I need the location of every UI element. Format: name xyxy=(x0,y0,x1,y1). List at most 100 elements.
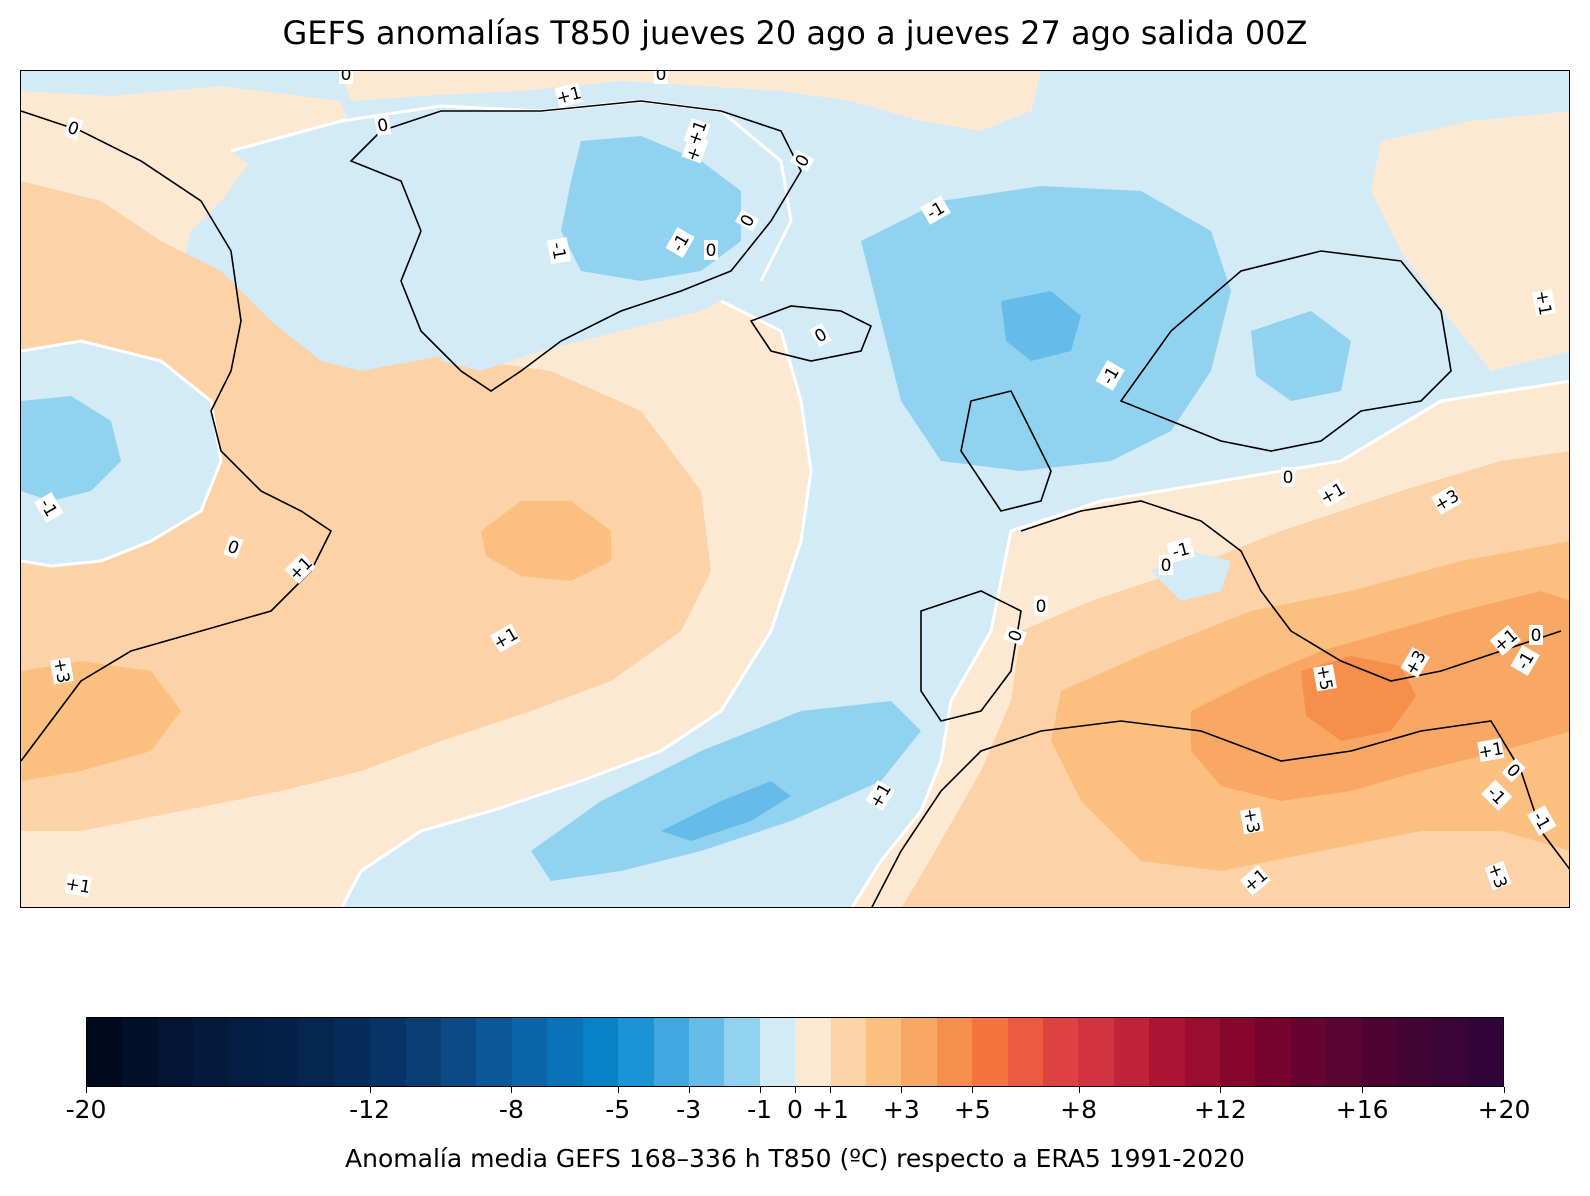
contour-label: +1 xyxy=(1477,738,1505,763)
contour-label-background xyxy=(374,113,392,137)
zero-contour-europe xyxy=(850,379,1569,907)
us-east-coast-anomaly xyxy=(21,661,181,781)
contour-label: 0 xyxy=(654,71,668,85)
colorbar-cell xyxy=(618,1018,654,1086)
greenland-anomaly-minus3 xyxy=(561,136,741,281)
colorbar-tick-mark xyxy=(688,1087,690,1093)
colorbar-tick-mark xyxy=(1362,1087,1364,1093)
contour-label: 0 xyxy=(1281,467,1295,488)
colorbar-cell xyxy=(582,1018,619,1086)
contour-label-background xyxy=(63,116,84,140)
colorbar-tick-label: +3 xyxy=(882,1095,920,1124)
colorbar-cell xyxy=(299,1018,335,1086)
colorbar-ticks: -20 -12 -8 -5 -3 -1 0 +1 +3 +5 +8 +12 +16 +20 xyxy=(66,1087,1530,1127)
contour-label: 0 xyxy=(223,535,244,559)
colorbar-cell xyxy=(87,1018,123,1086)
greenland-coastline xyxy=(349,100,802,392)
colorbar-cell xyxy=(936,1018,973,1086)
scandinavia-coastline xyxy=(1119,250,1452,452)
contour-label-background xyxy=(1532,289,1556,317)
contour-label: +1 xyxy=(1531,289,1556,317)
colorbar-tick-label: -8 xyxy=(498,1095,524,1124)
colorbar-tick-label: -1 xyxy=(747,1095,773,1124)
contour-label-background xyxy=(1313,664,1337,692)
contour-label-text: 0 xyxy=(1531,626,1542,646)
contour-label-background xyxy=(1166,537,1195,563)
colorbar-cell xyxy=(1432,1018,1468,1086)
colorbar-cell xyxy=(1042,1018,1079,1086)
contour-label-text: +1 xyxy=(1531,289,1555,317)
colorbar-tick-mark xyxy=(369,1087,371,1093)
colorbar-cell xyxy=(1467,1018,1504,1086)
contour-label-background xyxy=(1481,779,1513,811)
colorbar-cell xyxy=(1078,1018,1114,1086)
colorbar-cell xyxy=(901,1018,937,1086)
colorbar-cell xyxy=(830,1018,866,1086)
contour-label-background xyxy=(490,623,521,653)
contour-label-background xyxy=(34,492,64,523)
contour-label-background xyxy=(1239,864,1271,896)
colorbar-tick-label: -3 xyxy=(676,1095,702,1124)
colorbar xyxy=(86,1017,1504,1087)
contour-label-background xyxy=(284,552,316,584)
colorbar-cell xyxy=(795,1018,831,1086)
contour-label: 0 xyxy=(1529,625,1543,646)
north-sea-anomaly-minus5 xyxy=(1001,291,1081,361)
colorbar-cell xyxy=(228,1018,265,1086)
colorbar-tick-label: +1 xyxy=(812,1095,849,1124)
contour-label-text: 0 xyxy=(376,115,390,137)
europe-coastline xyxy=(1020,500,1562,682)
colorbar-tick-mark xyxy=(1504,1087,1505,1093)
colorbar-tick-mark xyxy=(795,1087,796,1093)
colorbar-cell xyxy=(193,1018,229,1086)
contour-label-background xyxy=(1003,625,1027,646)
contour-label: 0 xyxy=(339,71,353,85)
contour-label: 0 xyxy=(1034,596,1048,617)
canada-coastline xyxy=(21,110,333,762)
contour-label: -1 xyxy=(1166,537,1195,563)
colorbar-cell xyxy=(1361,1018,1398,1086)
colorbar-tick-mark xyxy=(830,1087,832,1093)
contour-label-background xyxy=(789,149,815,172)
colorbar-cell xyxy=(264,1018,300,1086)
contour-label-background xyxy=(1034,596,1048,616)
contour-label-background xyxy=(547,237,571,265)
colorbar-tick-mark xyxy=(86,1087,87,1093)
contour-label: 0 xyxy=(1159,555,1173,576)
colorbar-cell xyxy=(1220,1018,1256,1086)
colorbar-cell xyxy=(476,1018,512,1086)
colorbar-tick-label: -20 xyxy=(65,1095,107,1124)
contour-label-background xyxy=(50,657,74,685)
contour-label-background xyxy=(1527,805,1557,836)
contour-label-background xyxy=(665,227,695,258)
contour-label: 0 xyxy=(63,116,84,140)
map-title: GEFS anomalías T850 jueves 20 ago a juev… xyxy=(282,14,1308,52)
contour-label: 0 xyxy=(374,113,392,137)
colorbar-cell xyxy=(1326,1018,1362,1086)
contour-label-background xyxy=(1431,485,1462,515)
iceland-coastline xyxy=(749,305,873,362)
colorbar-tick-mark xyxy=(617,1087,619,1093)
contour-label-background xyxy=(1489,624,1521,656)
contour-label-text: 0 xyxy=(341,71,352,85)
colorbar-tick-label: +12 xyxy=(1194,1095,1247,1124)
temperature-anomaly-map: 0 0 +1 0 0 +1 0 -1 -1 0 0 -1 0 -1 -1 0 +1 +1 0 +1 +3 0 -1 0 0 +5 +… xyxy=(20,70,1570,908)
contour-label-background xyxy=(704,240,718,260)
contour-label-background xyxy=(683,117,711,148)
contour-label-background xyxy=(920,195,951,225)
colorbar-tick-label: -5 xyxy=(605,1095,631,1124)
contour-label-text: -1 xyxy=(1170,539,1192,563)
contour-label: +1 xyxy=(554,82,584,109)
colorbar-cell xyxy=(865,1018,902,1086)
colorbar-cell xyxy=(1113,1018,1150,1086)
contour-label-text: +3 xyxy=(1239,807,1263,835)
contour-label: +5 xyxy=(1312,664,1337,692)
uk-coastline xyxy=(960,390,1052,512)
contour-label-background xyxy=(1281,467,1295,487)
contour-label-text: -1 xyxy=(547,241,570,261)
colorbar-tick-label: +20 xyxy=(1477,1095,1531,1124)
contour-label: 0 xyxy=(1003,625,1027,646)
zero-contour-hudson xyxy=(21,339,223,568)
contour-label-background xyxy=(64,873,92,897)
colorbar-tick-label: +16 xyxy=(1335,1095,1389,1124)
